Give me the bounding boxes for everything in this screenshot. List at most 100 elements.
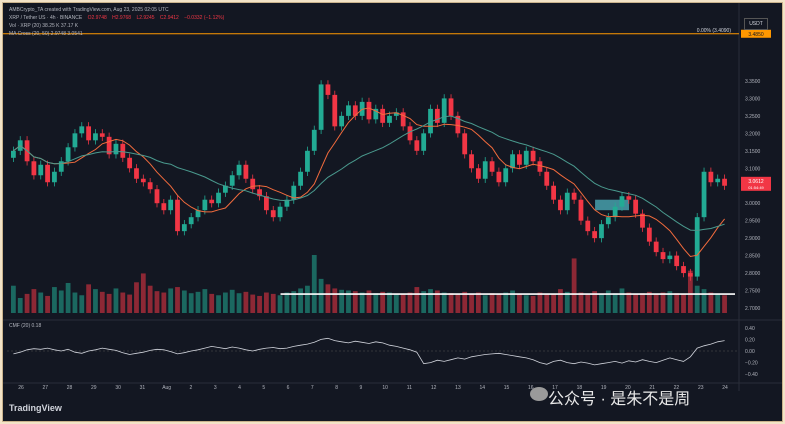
candle[interactable] [510,154,515,169]
candle[interactable] [612,206,618,218]
candle[interactable] [530,150,536,162]
candle[interactable] [428,108,433,134]
candle[interactable] [305,150,310,172]
candle[interactable] [298,171,303,186]
candle[interactable] [202,199,208,211]
candle[interactable] [469,154,474,169]
candle[interactable] [332,94,338,127]
candle[interactable] [277,206,283,218]
candle[interactable] [605,217,611,225]
candle[interactable] [318,84,324,130]
candle[interactable] [660,252,666,260]
candle[interactable] [455,115,461,134]
candle[interactable] [216,192,221,204]
candle[interactable] [653,241,659,253]
candle[interactable] [380,108,386,123]
candle[interactable] [65,147,71,162]
candle[interactable] [11,150,16,158]
candle[interactable] [99,133,105,137]
candle[interactable] [667,255,673,260]
candle[interactable] [619,196,625,207]
candle[interactable] [585,220,591,232]
candle[interactable] [701,171,707,218]
candle[interactable] [175,199,180,232]
candle[interactable] [79,126,85,134]
candle[interactable] [503,168,509,183]
candle[interactable] [86,126,92,141]
candle[interactable] [489,161,495,172]
candle[interactable] [134,168,139,179]
candle[interactable] [558,199,563,211]
candle[interactable] [537,161,543,172]
candle[interactable] [58,161,64,172]
candle[interactable] [626,196,632,200]
candle[interactable] [687,273,693,277]
candle[interactable] [674,255,680,267]
candle[interactable] [715,178,721,183]
candle[interactable] [640,213,645,228]
candle[interactable] [462,133,468,155]
candle[interactable] [346,105,351,116]
candle[interactable] [366,101,372,120]
candle[interactable] [113,143,119,155]
candle[interactable] [339,115,345,127]
candle[interactable] [140,178,146,183]
candle[interactable] [694,217,700,277]
candle[interactable] [564,192,570,211]
candle[interactable] [414,140,420,151]
candle[interactable] [482,161,488,179]
candle[interactable] [264,196,269,211]
candle[interactable] [475,168,481,179]
candle[interactable] [209,199,215,204]
candle[interactable] [120,143,126,158]
candle[interactable] [544,171,550,186]
candle[interactable] [633,199,639,214]
candle[interactable] [161,203,167,211]
candle[interactable] [434,108,440,123]
candle[interactable] [127,157,133,169]
candle[interactable] [517,154,522,165]
candle[interactable] [236,164,242,176]
candle[interactable] [407,126,413,141]
candle[interactable] [188,217,194,225]
candle[interactable] [708,171,714,183]
candle[interactable] [592,231,598,239]
candle[interactable] [496,171,502,183]
candle[interactable] [646,227,652,242]
candle[interactable] [571,192,577,200]
candle[interactable] [387,115,392,123]
candle[interactable] [45,164,50,183]
candle[interactable] [373,108,379,120]
candle[interactable] [270,210,276,218]
candle[interactable] [52,171,57,183]
candle[interactable] [229,175,235,186]
candle[interactable] [400,112,406,127]
candle[interactable] [284,199,290,207]
candle[interactable] [599,224,604,239]
candle[interactable] [195,210,201,218]
candle[interactable] [393,112,399,116]
candle[interactable] [154,189,160,204]
candle[interactable] [291,185,297,200]
candle[interactable] [325,84,331,95]
chart-canvas[interactable]: 2.7000 2.7500 2.8000 2.8500 2.9000 2.9500 3.00… [3,3,783,422]
candle[interactable] [421,133,427,151]
candle[interactable] [181,224,187,232]
candle[interactable] [352,105,358,116]
candle[interactable] [523,150,529,165]
candle[interactable] [311,129,317,151]
candle[interactable] [72,133,78,148]
candle[interactable] [551,185,556,200]
candle[interactable] [38,164,44,176]
currency-button[interactable]: USDT [744,18,768,30]
candle[interactable] [147,182,153,190]
candle[interactable] [441,98,447,123]
candle[interactable] [722,178,727,186]
candle[interactable] [578,199,584,221]
price-pane[interactable] [7,39,739,315]
candle[interactable] [448,98,454,116]
candle[interactable] [222,185,228,193]
candle[interactable] [106,136,112,155]
candle[interactable] [257,189,262,197]
candle[interactable] [243,164,249,179]
